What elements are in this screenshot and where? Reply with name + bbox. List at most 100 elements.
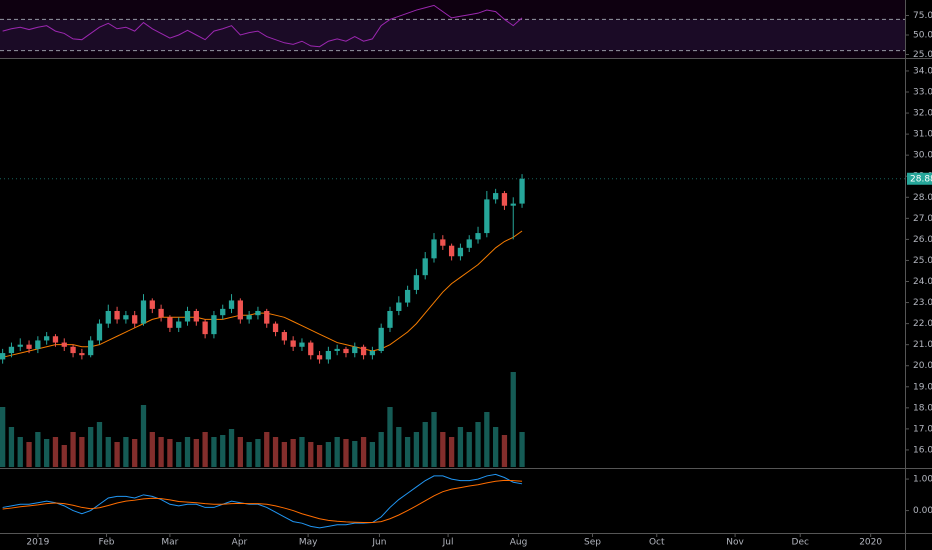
candle-body <box>387 310 393 328</box>
candle-body <box>264 310 270 324</box>
volume-bar <box>325 442 332 467</box>
volume-bar <box>448 437 455 467</box>
volume-bar <box>299 437 305 467</box>
candle-body <box>431 239 437 259</box>
candle-body <box>140 300 147 324</box>
macd-line <box>2 479 523 524</box>
candle-body <box>369 350 376 356</box>
y-tick-label: 50.00 <box>913 31 932 41</box>
volume-bar <box>246 442 252 467</box>
x-tick-label: Oct <box>649 538 665 548</box>
volume-bar <box>35 432 41 467</box>
x-tick-label: Jun <box>371 538 386 548</box>
candle-body <box>281 332 287 341</box>
candle-body <box>26 344 32 349</box>
volume-bar <box>272 437 279 467</box>
y-tick-label: 30.00 <box>913 151 932 161</box>
candle-body <box>510 203 516 206</box>
last-price-label: 28.88 <box>910 174 932 184</box>
volume-bar <box>501 435 508 467</box>
volume-bar <box>96 422 103 467</box>
y-tick-label: 25.00 <box>913 50 932 60</box>
y-tick-label: 20.00 <box>913 361 932 371</box>
y-tick-label: 75.00 <box>913 11 932 21</box>
volume-bar <box>422 422 428 467</box>
volume-bar <box>140 405 147 467</box>
volume-bar <box>52 437 59 467</box>
volume-bar <box>352 441 358 467</box>
x-tick-label: Apr <box>232 538 248 548</box>
candle-body <box>246 315 252 320</box>
volume-bar <box>316 445 323 467</box>
volume-bar <box>290 439 296 467</box>
candle-body <box>44 336 50 341</box>
candle-body <box>132 315 138 324</box>
volume-bar <box>281 442 287 467</box>
volume-bar <box>167 439 173 467</box>
candle-body <box>343 348 349 354</box>
candle-body <box>396 302 402 311</box>
volume-bar <box>211 437 217 467</box>
candle-body <box>96 323 103 341</box>
candle-body <box>0 353 6 360</box>
volume-bar <box>0 407 6 467</box>
volume-bar <box>17 437 23 467</box>
y-tick-label: 33.00 <box>913 88 932 98</box>
volume-bar <box>440 432 446 467</box>
last-price-box <box>907 172 932 185</box>
candle-body <box>299 342 305 347</box>
candle-body <box>123 315 129 320</box>
volume-bar <box>334 437 340 467</box>
candle-body <box>519 178 525 204</box>
y-tick-label: 19.00 <box>913 382 932 392</box>
candle-body <box>352 346 358 354</box>
candle-body <box>475 233 481 240</box>
volume-bar <box>475 422 481 467</box>
volume-bar <box>492 427 499 467</box>
candle-body <box>167 317 173 328</box>
volume-bar <box>44 439 50 467</box>
rsi-pane <box>0 0 905 58</box>
volume-bar <box>510 372 516 467</box>
volume-bar <box>202 432 208 467</box>
candle-body <box>79 353 85 356</box>
candle-body <box>211 315 217 335</box>
candle-body <box>70 346 76 354</box>
volume-bar <box>264 432 270 467</box>
rsi-band-fill <box>0 19 905 51</box>
candle-body <box>193 310 199 322</box>
volume-bar <box>431 412 437 467</box>
candle-body <box>413 275 420 290</box>
y-tick-label: 32.00 <box>913 109 932 119</box>
volume-bar <box>61 445 67 467</box>
candle-body <box>422 258 428 276</box>
candle-body <box>316 355 323 360</box>
candle-body <box>501 193 508 206</box>
candle-body <box>378 327 384 351</box>
candle-body <box>149 300 155 309</box>
y-tick-label: 21.00 <box>913 340 932 350</box>
volume-bar <box>114 442 120 467</box>
candle-body <box>457 247 464 257</box>
volume-bar <box>378 432 384 467</box>
candle-body <box>35 340 41 349</box>
volume-bar <box>343 439 349 467</box>
volume-bar <box>519 432 525 467</box>
candle-body <box>237 300 243 320</box>
volume-bar <box>176 442 182 467</box>
candle-body <box>334 348 340 351</box>
volume-bar <box>228 429 235 467</box>
volume-bar <box>105 437 111 467</box>
volume-bar <box>396 427 402 467</box>
candle-body <box>176 321 182 328</box>
x-tick-label: Aug <box>510 538 528 548</box>
volume-bar <box>158 437 164 467</box>
candle-body <box>325 350 332 360</box>
candle-body <box>308 342 314 356</box>
candle-body <box>184 310 191 322</box>
volume-bar <box>123 437 129 467</box>
volume-bar <box>308 442 314 467</box>
candle-body <box>448 245 455 257</box>
